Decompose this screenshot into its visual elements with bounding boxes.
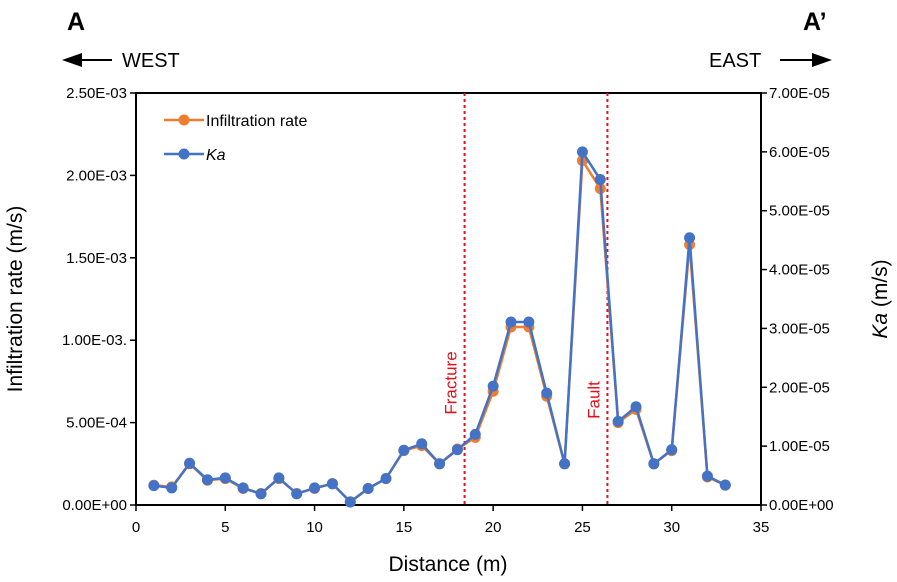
left-y-axis-ticks: 0.00E+00 5.00E-04 1.00E-03. 1.50E-03 2.00E-0… bbox=[62, 85, 136, 514]
left-y-axis-title: Infiltration rate (m/s) bbox=[4, 206, 27, 393]
annotation-label-fault: Fault bbox=[584, 381, 603, 419]
data-point-ka bbox=[648, 458, 660, 470]
right-y-axis-title: Ka (m/s) bbox=[869, 259, 892, 338]
data-point-ka bbox=[416, 438, 428, 450]
legend: Infiltration rate Ka bbox=[164, 113, 307, 164]
right-y-tick-label: 2.00E-05 bbox=[769, 379, 830, 396]
x-tick-label: 30 bbox=[663, 519, 680, 536]
x-tick-label: 35 bbox=[753, 519, 770, 536]
west-arrow-icon bbox=[62, 53, 112, 67]
data-point-ka bbox=[237, 482, 249, 494]
legend-label-ka: Ka bbox=[206, 147, 226, 164]
left-y-tick-label: 1.00E-03. bbox=[62, 332, 127, 349]
legend-label-infiltration: Infiltration rate bbox=[206, 113, 307, 130]
west-label: WEST bbox=[122, 50, 180, 72]
x-tick-label: 20 bbox=[485, 519, 502, 536]
series-line-ka bbox=[153, 150, 726, 504]
data-point-ka bbox=[219, 472, 231, 484]
x-tick-label: 25 bbox=[574, 519, 591, 536]
data-point-ka bbox=[559, 458, 571, 470]
data-point-ka bbox=[434, 458, 446, 470]
x-tick-label: 5 bbox=[221, 519, 229, 536]
data-point-ka bbox=[719, 479, 731, 491]
data-point-ka bbox=[684, 232, 696, 244]
left-y-tick-label: 5.00E-04 bbox=[66, 415, 127, 432]
annotation-label-fracture: Fracture bbox=[442, 351, 461, 414]
data-point-ka bbox=[380, 473, 392, 485]
data-point-ka bbox=[451, 444, 463, 456]
data-point-ka bbox=[148, 480, 160, 492]
left-y-tick-label: 1.50E-03 bbox=[66, 250, 127, 267]
right-y-tick-label: 0.00E+00 bbox=[769, 497, 834, 514]
data-point-ka bbox=[344, 496, 356, 508]
right-y-axis-title-unit: (m/s) bbox=[869, 259, 892, 313]
right-y-tick-label: 3.00E-05 bbox=[769, 320, 830, 337]
right-y-tick-label: 6.00E-05 bbox=[769, 144, 830, 161]
plot-frame bbox=[135, 92, 762, 506]
left-y-tick-label: 0.00E+00 bbox=[62, 497, 127, 514]
x-axis-title: Distance (m) bbox=[388, 553, 507, 576]
right-y-tick-label: 4.00E-05 bbox=[769, 262, 830, 279]
data-point-ka bbox=[273, 472, 285, 484]
data-point-ka bbox=[612, 415, 624, 427]
data-point-ka bbox=[701, 470, 713, 482]
data-point-ka bbox=[362, 483, 374, 495]
corner-label-a-prime: A’ bbox=[803, 8, 827, 36]
legend-marker-infiltration bbox=[178, 114, 190, 126]
x-tick-label: 10 bbox=[306, 519, 323, 536]
series-layer bbox=[148, 146, 731, 508]
data-point-ka bbox=[291, 488, 303, 500]
data-point-ka bbox=[184, 457, 196, 469]
data-point-ka bbox=[576, 146, 588, 158]
data-point-ka bbox=[166, 482, 178, 494]
annotation-layer: Fracture Fault bbox=[442, 93, 609, 505]
corner-label-a: A bbox=[67, 8, 85, 36]
data-point-ka bbox=[541, 387, 553, 399]
data-point-ka bbox=[630, 401, 642, 413]
right-y-axis-title-main: Ka bbox=[869, 313, 892, 339]
data-point-ka bbox=[666, 444, 678, 456]
east-label: EAST bbox=[709, 50, 761, 72]
x-axis-ticks: 0 5 10 15 20 25 30 35 bbox=[132, 505, 770, 536]
left-y-tick-label: 2.50E-03 bbox=[66, 85, 127, 102]
series-line-infiltration bbox=[153, 159, 726, 503]
right-y-axis-ticks: 0.00E+00 1.00E-05 2.00E-05 3.00E-05 4.00E-05… bbox=[761, 85, 834, 514]
right-y-tick-label: 7.00E-05 bbox=[769, 85, 830, 102]
data-point-ka bbox=[326, 478, 338, 490]
data-point-ka bbox=[309, 482, 321, 494]
data-point-ka bbox=[523, 316, 535, 328]
data-point-ka bbox=[505, 316, 517, 328]
data-point-ka bbox=[469, 428, 481, 440]
right-y-tick-label: 1.00E-05 bbox=[769, 438, 830, 455]
data-point-ka bbox=[398, 444, 410, 456]
data-point-ka bbox=[201, 474, 213, 486]
east-arrow-icon bbox=[780, 53, 832, 67]
legend-marker-ka bbox=[178, 148, 190, 160]
right-y-tick-label: 5.00E-05 bbox=[769, 203, 830, 220]
x-tick-label: 0 bbox=[132, 519, 140, 536]
data-point-ka bbox=[594, 174, 606, 186]
left-y-tick-label: 2.00E-03 bbox=[66, 167, 127, 184]
x-tick-label: 15 bbox=[396, 519, 413, 536]
data-point-ka bbox=[255, 488, 267, 500]
data-point-ka bbox=[487, 380, 499, 392]
